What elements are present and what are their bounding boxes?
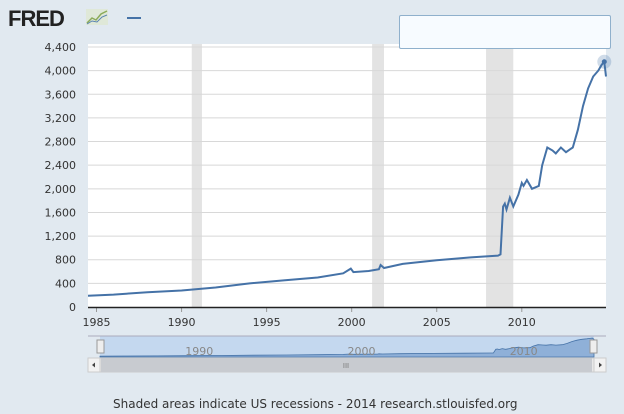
footer-note: Shaded areas indicate US recessions - 20… bbox=[113, 397, 518, 411]
y-tick-label: 800 bbox=[55, 254, 76, 267]
y-tick-label: 2,800 bbox=[45, 136, 77, 149]
recession-band bbox=[191, 44, 202, 307]
y-tick-label: 2,000 bbox=[45, 183, 77, 196]
navigator-label: 2010 bbox=[510, 345, 538, 358]
line-chart-icon bbox=[86, 9, 108, 25]
navigator-series bbox=[99, 337, 595, 358]
y-tick-label: 3,200 bbox=[45, 112, 77, 125]
series-line[interactable] bbox=[87, 59, 607, 297]
navigator-label: 1990 bbox=[185, 345, 213, 358]
navigator-right-handle[interactable] bbox=[589, 339, 598, 354]
y-tick-label: 3,600 bbox=[45, 88, 77, 101]
y-tick-label: 4,000 bbox=[45, 65, 77, 78]
y-tick-label: 0 bbox=[69, 301, 76, 314]
fred-logo: FRED bbox=[8, 6, 65, 31]
scrollbar-grip: III bbox=[343, 362, 349, 370]
recession-band bbox=[486, 44, 514, 307]
navigator-label: 2000 bbox=[347, 345, 375, 358]
y-tick-label: 4,400 bbox=[45, 41, 77, 54]
hover-point bbox=[601, 59, 607, 65]
y-tick-label: 2,400 bbox=[45, 159, 77, 172]
arrow-right-icon bbox=[599, 362, 602, 368]
y-tick-label: 1,600 bbox=[45, 206, 77, 219]
y-tick-label: 400 bbox=[55, 277, 76, 290]
x-tick-label: 2000 bbox=[338, 316, 366, 329]
x-tick-label: 1985 bbox=[83, 316, 111, 329]
x-tick-label: 2005 bbox=[423, 316, 451, 329]
legend-series-line[interactable] bbox=[127, 17, 141, 19]
y-tick-label: 1,200 bbox=[45, 230, 77, 243]
x-tick-label: 1990 bbox=[168, 316, 196, 329]
recession-band bbox=[372, 44, 384, 307]
navigator-left-handle[interactable] bbox=[96, 339, 105, 354]
arrow-left-icon bbox=[92, 362, 95, 368]
x-tick-label: 2010 bbox=[508, 316, 536, 329]
navigator-window[interactable] bbox=[100, 336, 594, 357]
tooltip bbox=[399, 15, 611, 49]
plot-area bbox=[88, 44, 606, 307]
scrollbar-thumb[interactable] bbox=[101, 358, 592, 372]
x-tick-label: 1995 bbox=[253, 316, 281, 329]
